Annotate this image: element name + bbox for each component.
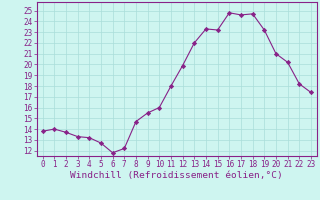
X-axis label: Windchill (Refroidissement éolien,°C): Windchill (Refroidissement éolien,°C) bbox=[70, 171, 283, 180]
